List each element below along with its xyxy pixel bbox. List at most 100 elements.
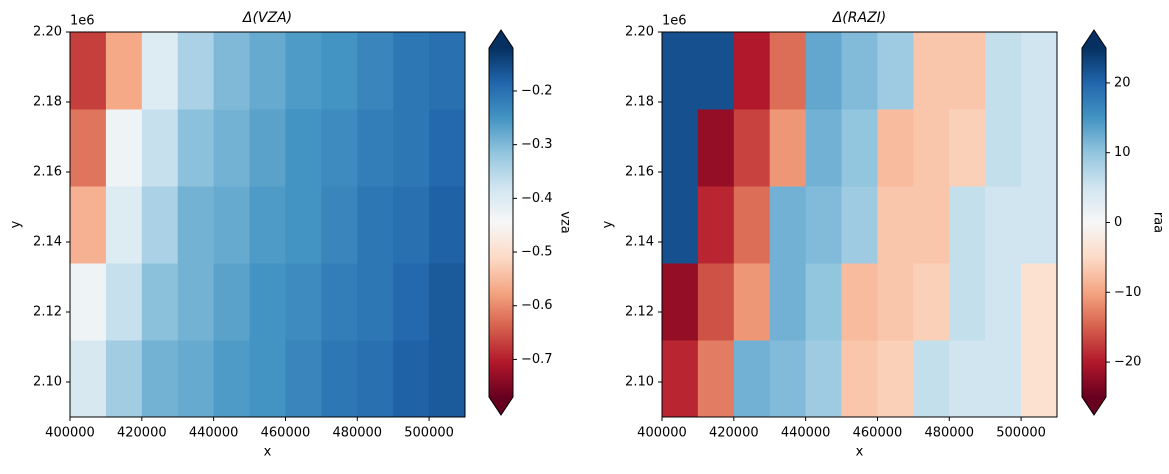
heatmap-cell [733,186,771,264]
colorbar-tick-label: −20 [1114,355,1141,370]
y-tick-label: 2.20 [625,25,654,40]
heatmap-cell [769,263,807,341]
axes-frame [661,31,1058,418]
heatmap-cell [877,109,914,187]
heatmap-cell [841,340,878,418]
heatmap-cell [393,340,430,418]
heatmap-cell [393,32,430,110]
heatmap-cell [733,109,771,187]
heatmap-cell [985,109,1022,187]
heatmap-cell [285,263,322,341]
colorbar-outline [1081,29,1107,416]
heatmap-cell [70,186,107,264]
x-tick-label: 440000 [189,426,239,441]
y-axis-label: y [601,220,616,228]
heatmap-cell [662,340,699,418]
heatmap-cell [357,263,394,341]
heatmap-cell [841,263,878,341]
colorbar-tick-label: −0.3 [521,137,553,152]
heatmap-cell [697,340,735,418]
heatmap-cell [70,32,107,110]
heatmap-cell [249,186,286,264]
heatmap-cell [141,109,179,187]
heatmap-cell [105,263,143,341]
y-tick-label: 2.10 [33,375,62,390]
heatmap-cell [357,32,394,110]
heatmap-cell [393,109,430,187]
heatmap-cell [841,109,878,187]
heatmap-cell [429,32,466,110]
colorbar-tick-label: −0.4 [521,191,553,206]
heatmap-cell [769,186,807,264]
colorbar-tick-label: −0.6 [521,298,553,313]
heatmap-cell [285,186,322,264]
colorbar: −20 −10 0 10 20 raa [1081,29,1166,416]
heatmap-cell [105,186,143,264]
y-offset-label: 1e6 [662,14,687,29]
x-tick-label: 440000 [781,426,831,441]
y-tick-label: 2.14 [625,235,654,250]
heatmap-cell [913,186,950,264]
heatmap-cell [321,109,358,187]
heatmap-cell [213,340,251,418]
heatmap-cell [841,186,878,264]
y-offset-label: 1e6 [70,14,95,29]
colorbar-tick-label: −10 [1114,285,1141,300]
heatmap-cell [1021,186,1058,264]
heatmap-cell [213,109,251,187]
heatmap-cell [985,340,1022,418]
heatmap-cell [105,32,143,110]
heatmap-cell [249,32,286,110]
heatmap-cell [177,263,215,341]
colorbar-label: raa [1151,212,1166,233]
heatmap-cell [105,340,143,418]
chart-title: Δ(VZA) [242,10,292,26]
heatmap-cell [213,186,251,264]
colorbar-tick-label: 0 [1114,215,1122,230]
y-tick-label: 2.16 [625,165,654,180]
heatmap-cell [769,109,807,187]
heatmap-cell [141,32,179,110]
heatmap-cell [177,186,215,264]
heatmap-cell [662,32,699,110]
x-tick-label: 420000 [117,426,167,441]
heatmap-cell [321,32,358,110]
colorbar-extend-max [489,30,513,48]
heatmap-cell [733,32,771,110]
heatmap-cell [429,186,466,264]
colorbar: −0.7 −0.6 −0.5 −0.4 −0.3 −0.2 vza [488,29,573,416]
heatmap-cell [70,109,107,187]
heatmap-cell [393,263,430,341]
heatmap-cell [697,186,735,264]
colorbar-tick-label: −0.2 [521,83,553,98]
heatmap-cell [949,186,986,264]
heatmap-cell [177,109,215,187]
heatmap-cell [877,340,914,418]
heatmap-cell [321,340,358,418]
heatmap-cell [70,263,107,341]
heatmap-cell [949,109,986,187]
colorbar-tick-label: 10 [1114,145,1131,160]
heatmap-cell [141,340,179,418]
y-tick-label: 2.14 [33,235,62,250]
heatmap-cell [877,263,914,341]
heatmap-cell [285,32,322,110]
y-axis-label: y [9,220,24,228]
heatmap-cell [393,186,430,264]
x-tick-label: 500000 [996,426,1046,441]
heatmap-cell [429,263,466,341]
heatmap-cell [285,109,322,187]
heatmap-cell [805,186,843,264]
heatmap-cell [141,186,179,264]
colorbar-tick-label: −0.5 [521,245,553,260]
heatmap-cell [841,32,878,110]
heatmap-cell [805,340,843,418]
heatmap-cell [769,340,807,418]
x-tick-label: 480000 [332,426,382,441]
heatmap-cell [877,186,914,264]
x-tick-label: 460000 [261,426,311,441]
y-tick-label: 2.12 [625,305,654,320]
heatmap-cell [177,32,215,110]
colorbar-outline [488,29,514,416]
